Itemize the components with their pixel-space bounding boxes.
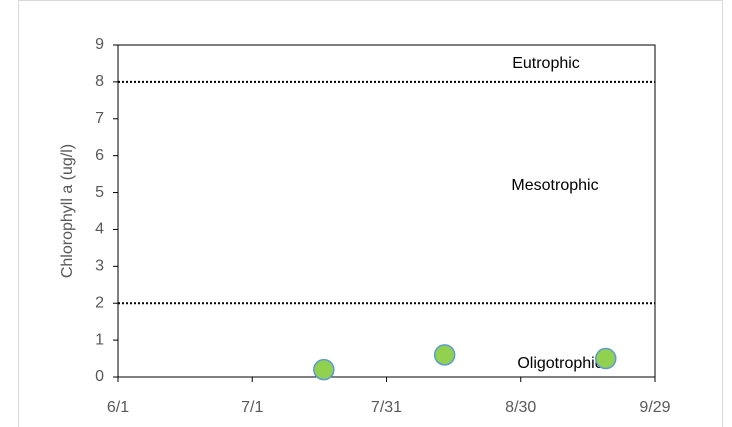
y-tick-label: 3 (95, 258, 104, 275)
annotation: Oligotrophic (517, 355, 602, 372)
x-tick-label: 8/30 (505, 399, 536, 416)
plot-area (117, 44, 656, 378)
data-point (433, 344, 456, 366)
y-tick-label: 5 (95, 184, 104, 201)
y-tick-label: 9 (95, 36, 104, 53)
data-point (595, 347, 617, 370)
y-tick-label: 1 (95, 331, 104, 348)
annotation: Eutrophic (512, 55, 580, 72)
x-tick-label: 7/1 (241, 399, 263, 416)
chart-frame (18, 0, 723, 427)
annotation: Mesotrophic (511, 177, 598, 194)
x-tick-label: 7/31 (371, 399, 402, 416)
y-tick-label: 8 (95, 73, 104, 90)
y-tick-label: 6 (95, 147, 104, 164)
x-tick-label: 9/29 (639, 399, 670, 416)
y-tick-label: 4 (95, 221, 104, 238)
data-point (313, 358, 335, 381)
y-tick-label: 0 (95, 368, 104, 385)
x-tick-label: 6/1 (107, 399, 129, 416)
y-tick-label: 2 (95, 294, 104, 311)
y-axis-label: Chlorophyll a (ug/l) (59, 144, 76, 278)
y-tick-label: 7 (95, 110, 104, 127)
